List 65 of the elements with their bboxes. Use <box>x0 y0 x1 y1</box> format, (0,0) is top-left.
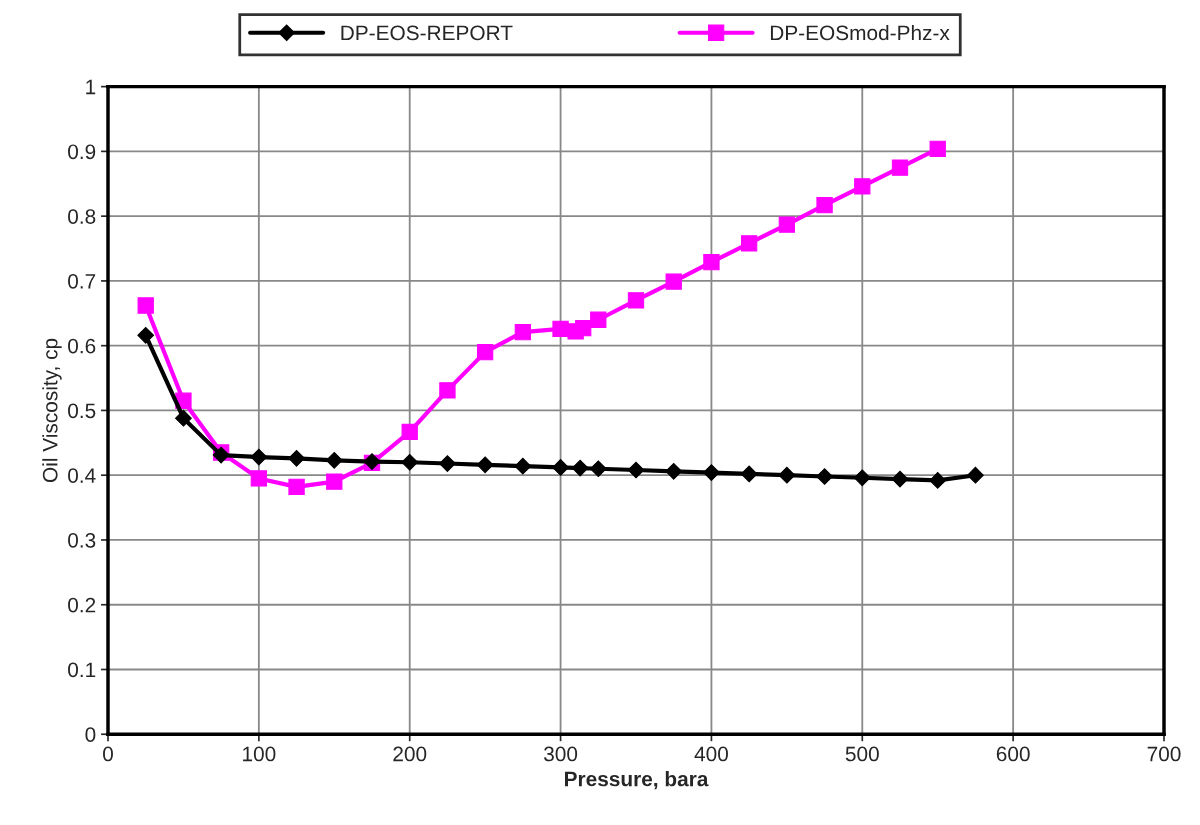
point <box>250 470 268 487</box>
point <box>439 382 456 399</box>
point <box>703 464 720 481</box>
point <box>703 253 720 271</box>
legend-label: DP-EOS-REPORT <box>341 25 513 41</box>
point <box>514 457 532 475</box>
x-tick-label: 0 <box>103 746 113 762</box>
point <box>665 273 682 290</box>
point <box>627 292 645 309</box>
point <box>137 326 155 344</box>
x-tick-label: 600 <box>996 746 1030 762</box>
point <box>929 140 946 157</box>
point <box>740 235 758 252</box>
point <box>552 459 569 476</box>
x-tick-label: 400 <box>694 746 728 762</box>
point <box>891 159 909 176</box>
point <box>250 448 268 466</box>
x-tick-label: 700 <box>1147 746 1181 762</box>
legend-label: DP-EOSmod-Phz-x <box>770 24 950 41</box>
y-tick-label: 0.7 <box>68 273 96 289</box>
point <box>816 196 833 214</box>
point <box>778 216 796 233</box>
y-tick-label: 0.6 <box>68 338 96 354</box>
point <box>665 462 683 480</box>
point <box>514 323 532 341</box>
y-tick-label: 0.2 <box>68 597 96 613</box>
y-tick-label: 0.3 <box>68 532 96 548</box>
point <box>401 453 419 471</box>
point <box>137 297 154 314</box>
point <box>854 178 871 195</box>
y-tick-label: 0 <box>85 727 96 742</box>
y-tick-label: 1 <box>86 79 96 95</box>
point <box>288 478 305 496</box>
point <box>439 455 456 472</box>
point <box>929 472 947 489</box>
point <box>288 449 305 467</box>
point <box>891 470 909 488</box>
y-tick-label: 0.9 <box>68 144 96 160</box>
point <box>552 320 569 337</box>
point <box>853 469 871 487</box>
point <box>627 461 645 479</box>
y-axis-title: Oil Viscosity, cp <box>42 338 62 483</box>
point <box>590 311 607 328</box>
point <box>476 343 494 361</box>
x-axis-title: Pressure, bara <box>565 771 709 790</box>
point <box>325 451 343 469</box>
point <box>326 473 343 490</box>
point <box>571 459 589 477</box>
point <box>401 423 418 440</box>
x-tick-label: 200 <box>393 746 427 762</box>
y-tick-label: 0.8 <box>68 209 96 224</box>
y-tick-label: 0.5 <box>68 403 96 419</box>
point <box>816 468 833 485</box>
point <box>175 409 192 427</box>
point <box>740 465 758 483</box>
point <box>476 456 494 474</box>
x-tick-label: 100 <box>243 746 276 762</box>
x-tick-label: 300 <box>543 746 578 762</box>
point <box>589 460 607 478</box>
y-tick-label: 0.4 <box>68 468 96 483</box>
point <box>575 320 592 337</box>
point <box>778 466 796 484</box>
x-tick-label: 500 <box>845 746 879 762</box>
point <box>967 466 984 484</box>
y-tick-label: 0.1 <box>68 662 96 678</box>
